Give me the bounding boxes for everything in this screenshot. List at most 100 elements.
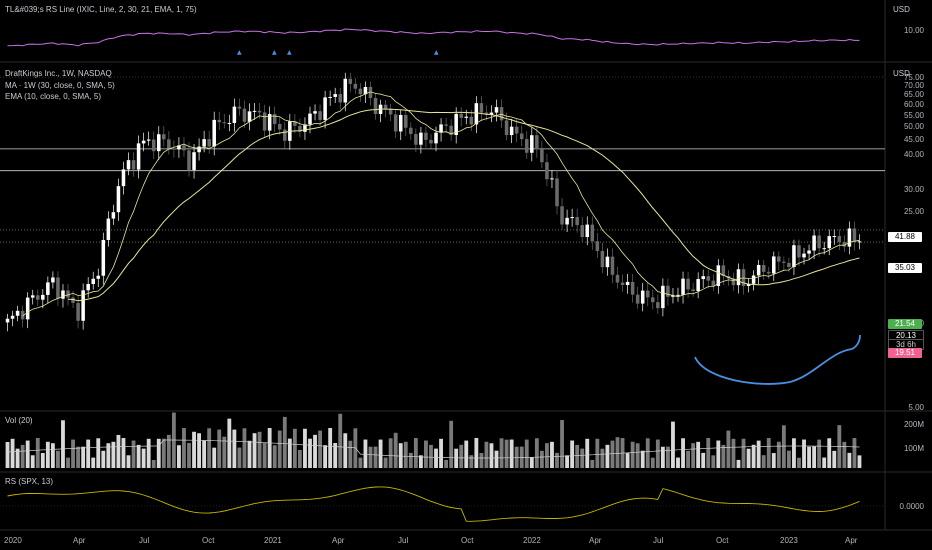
volume-bar — [736, 459, 741, 468]
volume-bar — [91, 457, 96, 468]
candle-body — [756, 264, 761, 276]
candle-body — [509, 126, 514, 136]
candle-body — [398, 114, 403, 132]
candle-body — [303, 124, 307, 132]
candle-body — [444, 124, 448, 126]
candle-body — [111, 212, 116, 219]
candle-body — [479, 103, 484, 113]
volume-bar — [252, 433, 257, 468]
candle-body — [852, 228, 857, 242]
candle-body — [535, 135, 539, 150]
ema-legend: EMA (10, close, 0, SMA, 5) — [5, 92, 102, 101]
candle-body — [36, 295, 40, 300]
candle-body — [731, 278, 736, 286]
time-tick-label: Oct — [202, 536, 215, 545]
candle-body — [701, 276, 705, 280]
volume-bar — [585, 438, 590, 468]
volume-bar — [343, 433, 348, 468]
volume-bar — [287, 438, 292, 468]
candle-body — [827, 236, 831, 249]
volume-bar — [429, 444, 433, 468]
candle-body — [41, 294, 45, 300]
volume-bar — [615, 437, 620, 468]
volume-bar — [403, 441, 408, 468]
candle-body — [494, 107, 499, 113]
candle-body — [232, 106, 237, 123]
volume-bar — [358, 457, 363, 468]
price-tick-label: 5.00 — [908, 403, 924, 412]
volume-bar — [418, 455, 423, 468]
candle-body — [197, 146, 201, 153]
candle-body — [167, 139, 171, 149]
volume-bar — [570, 440, 575, 468]
rs-line-legend: TL&#039;s RS Line (IXIC, Line, 2, 30, 21… — [5, 5, 197, 14]
volume-bar — [71, 439, 75, 468]
volume-bar — [424, 440, 428, 468]
volume-ma-line — [7, 439, 860, 459]
volume-bar — [459, 444, 464, 468]
candle-body — [353, 83, 358, 89]
candle-body — [187, 150, 191, 170]
volume-bar — [318, 430, 322, 468]
candle-body — [625, 281, 630, 285]
candle-body — [151, 139, 156, 152]
candle-body — [212, 119, 216, 147]
candle-body — [696, 279, 700, 291]
price-tick-label: 60.00 — [903, 100, 924, 110]
candle-body — [242, 108, 247, 122]
candle-body — [262, 112, 267, 131]
volume-bar — [348, 440, 353, 468]
volume-bar — [756, 440, 761, 468]
ema-10-line — [22, 91, 860, 317]
candle-body — [570, 217, 574, 219]
volume-bar — [212, 447, 217, 468]
volume-bar — [368, 446, 373, 468]
candle-body — [348, 78, 353, 84]
volume-bar — [30, 455, 35, 468]
candle-body — [56, 277, 60, 299]
candle-body — [464, 116, 469, 118]
candle-body — [746, 283, 751, 287]
volume-bar — [50, 443, 55, 468]
candle-body — [131, 160, 136, 170]
volume-bar — [716, 440, 721, 468]
currency-label-main: USD — [893, 69, 910, 78]
volume-bar — [242, 428, 247, 468]
candle-body — [323, 97, 327, 120]
volume-bar — [131, 440, 136, 468]
volume-bar — [192, 431, 196, 468]
volume-bar — [177, 445, 181, 468]
volume-bar — [524, 439, 529, 468]
volume-bar — [696, 441, 701, 468]
volume-bar — [303, 428, 307, 468]
candle-body — [645, 290, 650, 298]
candle-body — [424, 132, 428, 140]
candle-body — [474, 103, 479, 125]
vol-legend: Vol (20) — [5, 416, 33, 425]
volume-bar — [771, 453, 776, 468]
candle-body — [716, 265, 721, 286]
rs-marker: ▲ — [237, 49, 242, 56]
volume-bar — [282, 416, 287, 468]
volume-bar — [499, 438, 504, 468]
tag-21-54: 21.54 — [888, 319, 922, 329]
candle-body — [550, 178, 554, 180]
time-tick-label: 2020 — [4, 536, 22, 545]
candle-body — [136, 143, 141, 170]
candle-body — [615, 274, 620, 283]
candle-body — [449, 125, 453, 136]
candle-body — [177, 145, 181, 150]
candle-body — [519, 133, 524, 140]
candle-body — [277, 123, 282, 130]
candle-body — [530, 135, 534, 153]
candle-body — [237, 106, 242, 109]
candle-body — [404, 114, 408, 128]
candle-body — [106, 218, 111, 240]
volume-bar — [469, 455, 474, 468]
candle-body — [298, 125, 302, 132]
volume-bar — [635, 443, 640, 468]
volume-bar — [20, 444, 25, 468]
candle-body — [358, 88, 363, 95]
